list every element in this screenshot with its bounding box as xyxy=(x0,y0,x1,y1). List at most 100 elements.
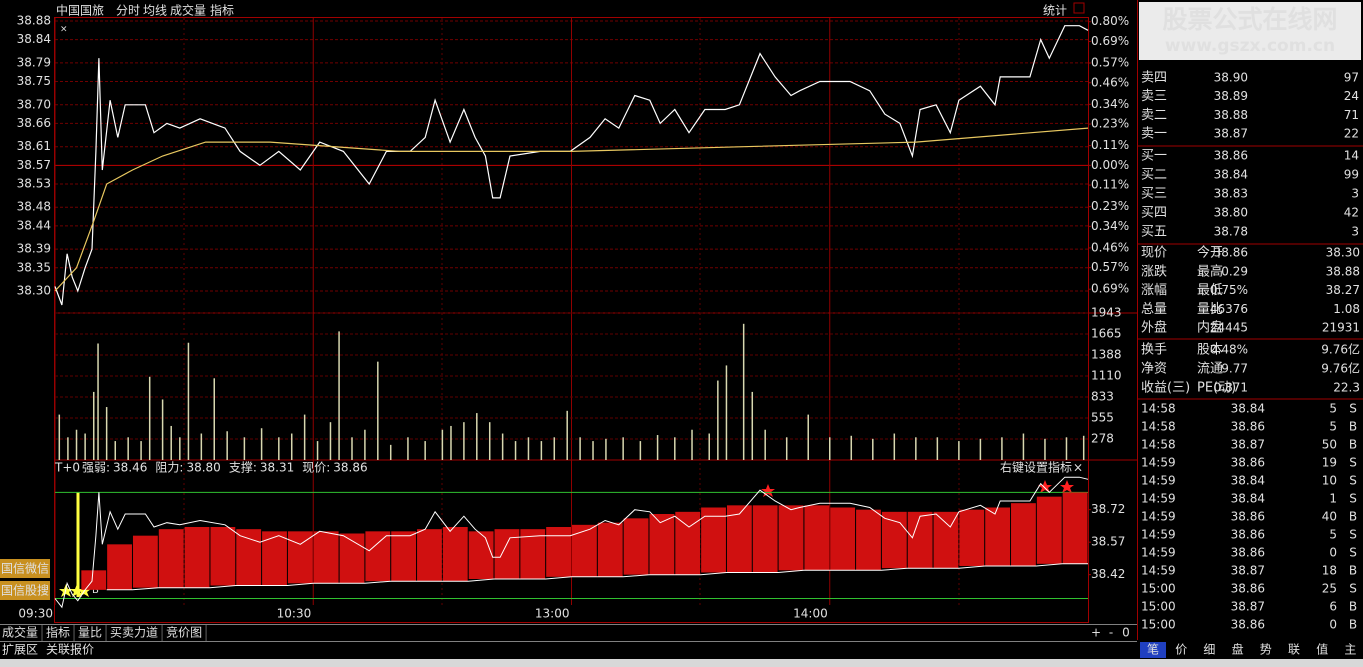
volume-tick-label: 278 xyxy=(1091,431,1114,445)
x-tick-label: 13:00 xyxy=(535,607,570,621)
y2-tick-label: 0.69% xyxy=(1091,34,1129,48)
y-tick-label: 38.70 xyxy=(17,97,51,111)
tick-time: 14:59 xyxy=(1141,564,1176,578)
indicator-bar xyxy=(701,507,726,573)
bottom-tab[interactable]: 买卖力道 xyxy=(110,626,158,640)
book-volume: 3 xyxy=(1351,187,1359,201)
stat-label: 支撑: xyxy=(229,460,257,475)
right-tab[interactable]: 细 xyxy=(1203,643,1215,657)
right-tab[interactable]: 盘 xyxy=(1232,642,1244,657)
volume-bar xyxy=(717,380,719,460)
volume-bar xyxy=(338,331,340,460)
stat-value: 38.46 xyxy=(113,461,147,475)
indicator-bar xyxy=(1036,496,1062,564)
star xyxy=(77,584,91,597)
indicator-bar xyxy=(675,511,701,575)
quote-label: 现价 xyxy=(1141,246,1167,261)
right-tab[interactable]: 笔 xyxy=(1147,642,1159,657)
quote-label: 最高 xyxy=(1197,263,1223,279)
book-volume: 14 xyxy=(1344,149,1359,163)
tick-volume: 40 xyxy=(1322,510,1337,524)
indicator-bar xyxy=(778,505,804,571)
header-tab[interactable]: 指标 xyxy=(210,3,234,18)
extra-tab[interactable]: 关联报价 xyxy=(46,642,94,657)
volume-bar xyxy=(807,414,809,460)
volume-bar xyxy=(622,437,624,460)
book-price: 38.90 xyxy=(1214,71,1248,85)
right-tab[interactable]: 联 xyxy=(1288,643,1300,657)
volume-bar xyxy=(316,441,319,460)
tick-price: 38.87 xyxy=(1231,564,1265,578)
y2-tick-label: 0.69% xyxy=(1091,282,1129,296)
bottom-tab[interactable]: 成交量 xyxy=(2,625,38,640)
active-tab-bg xyxy=(1140,642,1166,658)
extra-tab[interactable]: 扩展区 xyxy=(2,643,38,657)
header-tab[interactable]: 均线 xyxy=(143,4,167,18)
volume-bar xyxy=(105,407,108,460)
volume-bar xyxy=(639,441,642,460)
bottom-tab[interactable]: 指标 xyxy=(46,625,70,640)
window-box[interactable] xyxy=(1073,2,1085,14)
book-label: 买三 xyxy=(1141,187,1167,202)
stat-value: 38.31 xyxy=(260,461,294,475)
header-tab[interactable]: 成交量 xyxy=(170,3,206,18)
zoom-button[interactable]: 0 xyxy=(1122,626,1130,640)
right-tab[interactable]: 值 xyxy=(1316,642,1328,657)
quote-label: 量比 xyxy=(1197,302,1223,317)
indicator-bar xyxy=(339,533,365,584)
right-tab[interactable]: 势 xyxy=(1260,643,1272,657)
volume-bar xyxy=(979,438,982,460)
indicator-bar xyxy=(520,529,546,579)
y2-tick-label: 0.80% xyxy=(1091,14,1129,28)
volume-tick-label: 1388 xyxy=(1091,347,1122,361)
zoom-button[interactable]: - xyxy=(1109,626,1113,640)
header-tab[interactable]: 分时 xyxy=(116,4,140,18)
volume-bar xyxy=(424,441,426,460)
book-volume: 42 xyxy=(1344,206,1359,220)
book-price: 38.84 xyxy=(1214,168,1248,182)
y-tick-label: 38.79 xyxy=(17,55,51,69)
volume-bar xyxy=(97,343,99,460)
book-price: 38.80 xyxy=(1214,206,1248,220)
volume-bar xyxy=(140,441,142,460)
quote-label: 外盘 xyxy=(1141,320,1167,336)
marker: × xyxy=(60,25,68,35)
indicator-close[interactable]: × xyxy=(1073,461,1083,475)
tick-price: 38.87 xyxy=(1231,438,1265,452)
right-tab[interactable]: 主 xyxy=(1344,643,1356,657)
right-tab[interactable]: 价 xyxy=(1175,643,1187,657)
quote-value: 21931 xyxy=(1322,321,1360,335)
volume-bar xyxy=(553,437,556,460)
tick-time: 14:58 xyxy=(1141,420,1176,434)
tick-time: 14:59 xyxy=(1141,546,1176,560)
indicator-bar xyxy=(1062,492,1088,564)
side-button[interactable]: 国信股搜 xyxy=(1,583,49,598)
tick-time: 14:59 xyxy=(1141,474,1176,488)
tick-price: 38.86 xyxy=(1231,582,1265,596)
volume-bar xyxy=(170,425,172,460)
volume-bar xyxy=(127,437,129,460)
volume-bar xyxy=(114,441,117,460)
indicator-bar xyxy=(546,527,571,577)
quote-value: 22.3 xyxy=(1333,381,1360,395)
indicator-menu[interactable]: 右键设置指标 xyxy=(1000,460,1072,475)
volume-bar xyxy=(656,435,659,460)
book-price: 38.83 xyxy=(1214,187,1248,201)
volume-bar xyxy=(179,437,181,460)
volume-bar xyxy=(213,378,216,460)
y2-tick-label: 0.00% xyxy=(1091,158,1129,172)
tick-side: B xyxy=(1349,420,1357,434)
zoom-button[interactable]: + xyxy=(1091,626,1101,640)
bottom-tab[interactable]: 竞价图 xyxy=(166,626,202,640)
tick-time: 15:00 xyxy=(1141,582,1176,596)
indicator-bar xyxy=(442,527,468,582)
quote-value: 38.27 xyxy=(1326,283,1360,297)
y-tick-label: 38.61 xyxy=(17,139,51,153)
quote-value: 38.86 xyxy=(1214,246,1248,260)
volume-bar xyxy=(1082,435,1085,460)
bottom-tab[interactable]: 量比 xyxy=(78,626,102,640)
side-button[interactable]: 国信微信 xyxy=(1,562,49,576)
tick-price: 38.86 xyxy=(1231,546,1265,560)
volume-bar xyxy=(501,433,504,460)
